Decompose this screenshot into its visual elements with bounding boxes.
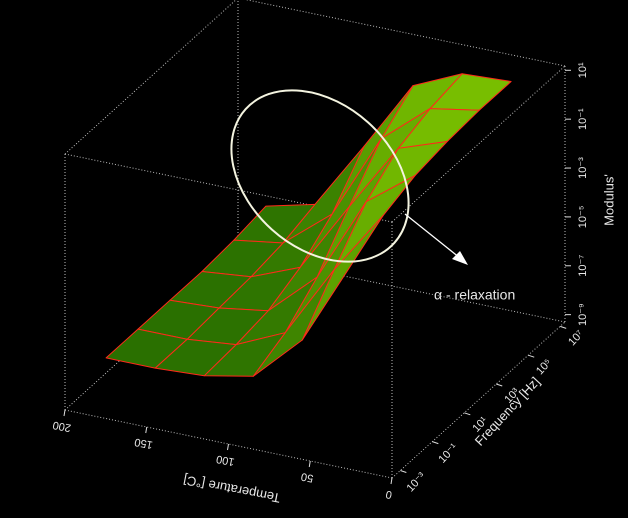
x-tick — [308, 460, 311, 468]
x-tick-label: 100 — [215, 452, 235, 467]
z-tick-label: 10⁻¹ — [577, 108, 589, 130]
box-edge — [391, 321, 566, 479]
annotation: α - relaxation — [434, 287, 515, 303]
z-tick-label: 10¹ — [577, 62, 589, 78]
x-tick-label: 150 — [134, 435, 154, 450]
y-tick — [496, 383, 503, 387]
annotation-arrow — [404, 213, 461, 259]
x-axis-label: Temperature [°C] — [182, 472, 281, 506]
x-tick — [63, 409, 66, 417]
z-tick-label: 10⁻⁹ — [577, 303, 589, 326]
z-tick-label: 10⁻⁵ — [577, 206, 589, 229]
y-tick-label: 10⁻¹ — [436, 441, 460, 465]
x-tick — [227, 443, 229, 451]
z-axis-label: Modulus' — [601, 174, 616, 226]
x-tick-label: 0 — [385, 488, 393, 501]
x-tick — [145, 426, 148, 434]
surface — [105, 73, 512, 377]
y-tick — [528, 354, 535, 358]
z-tick-label: 10⁻⁷ — [577, 255, 589, 277]
bounding-box — [64, 0, 566, 479]
x-tick — [390, 477, 393, 485]
highlight-ellipse — [230, 89, 410, 263]
y-tick-label: 10⁷ — [566, 328, 586, 348]
surface-cell — [105, 328, 188, 369]
y-tick-label: 10⁻³ — [404, 470, 428, 494]
x-tick-label: 200 — [52, 418, 72, 433]
box-edge — [245, 0, 566, 67]
box-edge — [64, 0, 237, 155]
arrow-head — [452, 251, 468, 265]
y-tick — [432, 441, 439, 445]
y-tick — [560, 325, 567, 329]
y-tick — [464, 412, 471, 416]
y-tick — [400, 469, 407, 473]
y-axis-label: Frequency [Hz] — [472, 374, 543, 449]
y-tick-label: 10⁵ — [534, 357, 554, 377]
z-tick-label: 10⁻³ — [577, 157, 589, 179]
x-tick-label: 50 — [300, 470, 314, 484]
